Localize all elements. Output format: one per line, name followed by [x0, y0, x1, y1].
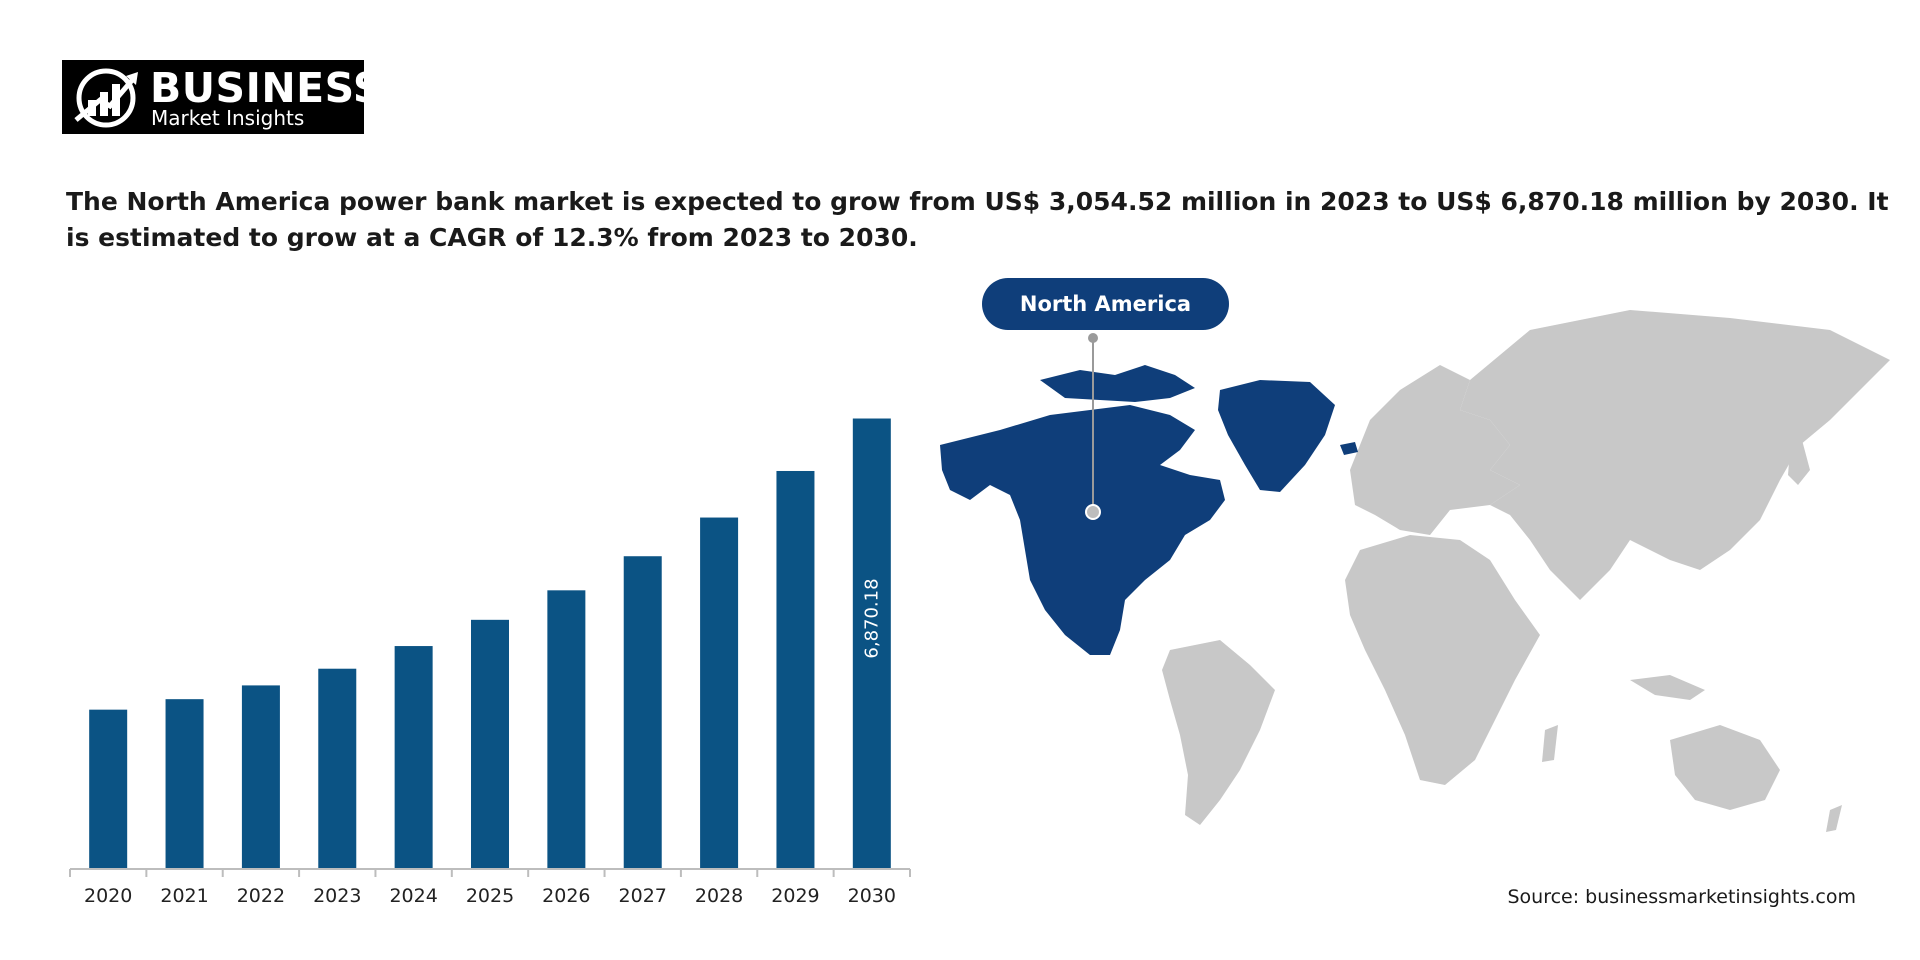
bar-2029: [776, 470, 815, 869]
logo-wordmark: BUSINESS: [150, 64, 383, 112]
other-regions: [1162, 310, 1890, 832]
region-madagascar: [1542, 725, 1558, 762]
bar-2030: [852, 418, 891, 869]
region-africa: [1345, 535, 1540, 785]
x-tick-label-2026: 2026: [542, 885, 590, 907]
x-tick-label-2029: 2029: [771, 885, 819, 907]
bar-2022: [241, 685, 280, 869]
bars-group: [89, 418, 891, 869]
region-asia: [1460, 310, 1890, 600]
x-tick-label-2021: 2021: [160, 885, 208, 907]
region-japan: [1788, 440, 1810, 485]
x-tick-label-2027: 2027: [619, 885, 667, 907]
x-tick-label-2024: 2024: [389, 885, 437, 907]
bar-2025: [471, 619, 509, 869]
company-logo: BUSINESS Market Insights: [62, 60, 382, 134]
x-tick-label-2030: 2030: [848, 885, 896, 907]
logo-subtitle: Market Insights: [151, 106, 305, 130]
x-tick-label-2020: 2020: [84, 885, 132, 907]
market-size-bar-chart: 2020 2021 2022 2023 2024 2025 2026 2027 2028 2029…: [69, 418, 911, 907]
bar-2023: [318, 668, 357, 869]
data-labels-group: 6,870.18: [861, 578, 882, 658]
x-axis-labels: 2020 2021 2022 2023 2024 2025 2026 2027 2028 2029…: [84, 885, 896, 907]
region-iceland: [1340, 442, 1358, 455]
page-headline: The North America power bank market is e…: [66, 187, 1889, 252]
x-tick-label-2025: 2025: [466, 885, 514, 907]
bar-2024: [394, 646, 433, 869]
region-new-zealand: [1826, 805, 1842, 832]
x-tick-label-2028: 2028: [695, 885, 743, 907]
region-pin-dot: [1085, 504, 1101, 520]
region-pin-top-dot: [1088, 333, 1098, 343]
bar-2028: [700, 517, 739, 869]
region-greenland: [1218, 380, 1335, 492]
x-tick-label-2022: 2022: [237, 885, 285, 907]
x-tick-label-2023: 2023: [313, 885, 361, 907]
region-arctic-islands: [1040, 365, 1195, 402]
region-label-pill: North America: [982, 278, 1229, 330]
source-note: Source: businessmarketinsights.com: [1507, 886, 1856, 908]
data-label-2030: 6,870.18: [861, 578, 882, 658]
world-map: [940, 310, 1890, 832]
bar-2026: [547, 590, 586, 869]
logo-growth-icon: [74, 68, 138, 128]
region-indonesia: [1630, 675, 1705, 700]
x-axis-ticks: [69, 869, 911, 877]
region-australia: [1670, 725, 1780, 810]
region-north-america[interactable]: [940, 365, 1358, 655]
bar-2021: [165, 699, 204, 869]
region-europe: [1350, 365, 1520, 535]
region-south-america: [1162, 640, 1275, 825]
bar-2020: [89, 709, 128, 869]
bar-2027: [623, 556, 662, 869]
